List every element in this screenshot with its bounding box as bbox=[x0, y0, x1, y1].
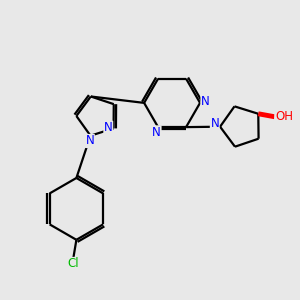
Text: N: N bbox=[85, 134, 94, 148]
Text: OH: OH bbox=[275, 110, 293, 123]
Text: N: N bbox=[210, 117, 219, 130]
Text: Cl: Cl bbox=[68, 257, 79, 271]
Text: N: N bbox=[152, 126, 161, 139]
Text: N: N bbox=[104, 121, 113, 134]
Text: N: N bbox=[201, 95, 210, 108]
